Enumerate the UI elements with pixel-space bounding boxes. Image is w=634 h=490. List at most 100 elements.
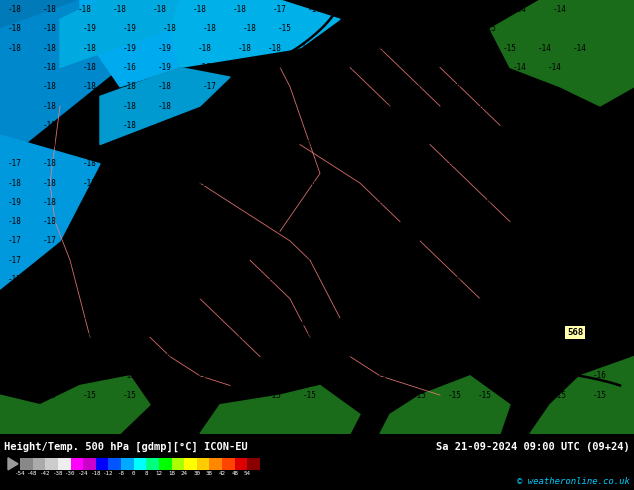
Text: -16: -16 [413, 82, 427, 91]
Text: -18: -18 [43, 44, 57, 53]
Text: -15: -15 [448, 63, 462, 72]
Text: -17: -17 [233, 256, 247, 265]
Bar [58, 458, 70, 470]
Text: -16: -16 [123, 314, 137, 322]
Text: 48: 48 [231, 471, 238, 476]
Text: -42: -42 [40, 471, 51, 476]
Text: -18: -18 [83, 82, 97, 91]
Polygon shape [0, 0, 120, 164]
Text: -18: -18 [153, 5, 167, 14]
Polygon shape [200, 386, 360, 434]
Text: -17: -17 [43, 236, 57, 245]
Bar [45, 458, 58, 470]
Text: -16: -16 [513, 352, 527, 361]
Text: -17: -17 [198, 217, 212, 226]
Text: -16: -16 [448, 198, 462, 207]
Text: -38: -38 [53, 471, 63, 476]
Text: -16: -16 [448, 275, 462, 284]
Text: -16: -16 [478, 159, 492, 169]
Text: -17: -17 [378, 44, 392, 53]
Text: -15: -15 [123, 352, 137, 361]
Text: -18: -18 [158, 101, 172, 111]
Text: -16: -16 [413, 178, 427, 188]
Text: -16: -16 [553, 236, 567, 245]
Text: -18: -18 [343, 101, 357, 111]
Text: Height/Temp. 500 hPa [gdmp][°C] ICON-EU: Height/Temp. 500 hPa [gdmp][°C] ICON-EU [4, 441, 248, 452]
Text: -16: -16 [513, 198, 527, 207]
Text: -16: -16 [338, 352, 352, 361]
Text: -15: -15 [268, 371, 282, 380]
Text: -16: -16 [338, 159, 352, 169]
Text: -15: -15 [413, 314, 427, 322]
Text: -15: -15 [268, 352, 282, 361]
Text: -19: -19 [158, 44, 172, 53]
Text: -17: -17 [198, 275, 212, 284]
Text: -16: -16 [513, 236, 527, 245]
Text: -17: -17 [268, 140, 282, 149]
Text: -18: -18 [8, 5, 22, 14]
Polygon shape [0, 376, 150, 434]
Text: -18: -18 [123, 101, 137, 111]
Text: -15: -15 [83, 371, 97, 380]
Text: -15: -15 [43, 391, 57, 400]
Text: -18: -18 [198, 63, 212, 72]
Text: -18: -18 [43, 101, 57, 111]
Text: -17: -17 [43, 256, 57, 265]
Text: -16: -16 [478, 198, 492, 207]
Text: -15: -15 [448, 391, 462, 400]
Text: -16: -16 [393, 5, 407, 14]
Text: -16: -16 [448, 159, 462, 169]
Text: -18: -18 [233, 5, 247, 14]
Text: -17: -17 [268, 178, 282, 188]
Text: -15: -15 [233, 352, 247, 361]
Text: -16: -16 [553, 198, 567, 207]
Text: -16: -16 [448, 140, 462, 149]
Text: -17: -17 [268, 275, 282, 284]
Text: -17: -17 [203, 101, 217, 111]
Text: -15: -15 [478, 294, 492, 303]
Text: -17: -17 [233, 198, 247, 207]
Text: -19: -19 [8, 198, 22, 207]
Text: -18: -18 [158, 121, 172, 130]
Text: -18: -18 [203, 24, 217, 33]
Text: -16: -16 [413, 236, 427, 245]
Text: -15: -15 [448, 352, 462, 361]
Text: -17: -17 [198, 256, 212, 265]
Text: -18: -18 [308, 82, 322, 91]
Text: -18: -18 [243, 82, 257, 91]
Bar [209, 458, 222, 470]
Text: -15: -15 [338, 256, 352, 265]
Text: -16: -16 [413, 217, 427, 226]
Text: -18: -18 [238, 63, 252, 72]
Text: -16: -16 [303, 352, 317, 361]
Text: -18: -18 [298, 44, 312, 53]
Text: -16: -16 [268, 314, 282, 322]
Text: -17: -17 [378, 140, 392, 149]
Text: -18: -18 [83, 101, 97, 111]
Text: 38: 38 [206, 471, 213, 476]
Polygon shape [285, 395, 320, 419]
Text: -15: -15 [553, 121, 567, 130]
Text: 0: 0 [132, 471, 136, 476]
Text: -16: -16 [303, 178, 317, 188]
Text: -18: -18 [123, 121, 137, 130]
Text: -17: -17 [268, 198, 282, 207]
Polygon shape [170, 0, 340, 68]
Text: -18: -18 [158, 140, 172, 149]
Text: -16: -16 [513, 217, 527, 226]
Text: -16: -16 [513, 256, 527, 265]
Text: -17: -17 [268, 217, 282, 226]
Text: -18: -18 [338, 140, 352, 149]
Bar [134, 458, 146, 470]
Text: -15: -15 [453, 5, 467, 14]
Polygon shape [8, 458, 18, 470]
Text: -15: -15 [83, 333, 97, 342]
Polygon shape [380, 376, 510, 434]
Text: -17: -17 [158, 256, 172, 265]
Text: -18: -18 [158, 159, 172, 169]
Text: -16: -16 [593, 275, 607, 284]
Text: -17: -17 [233, 236, 247, 245]
Text: -16: -16 [83, 275, 97, 284]
Text: -15: -15 [448, 256, 462, 265]
Text: -16: -16 [378, 256, 392, 265]
